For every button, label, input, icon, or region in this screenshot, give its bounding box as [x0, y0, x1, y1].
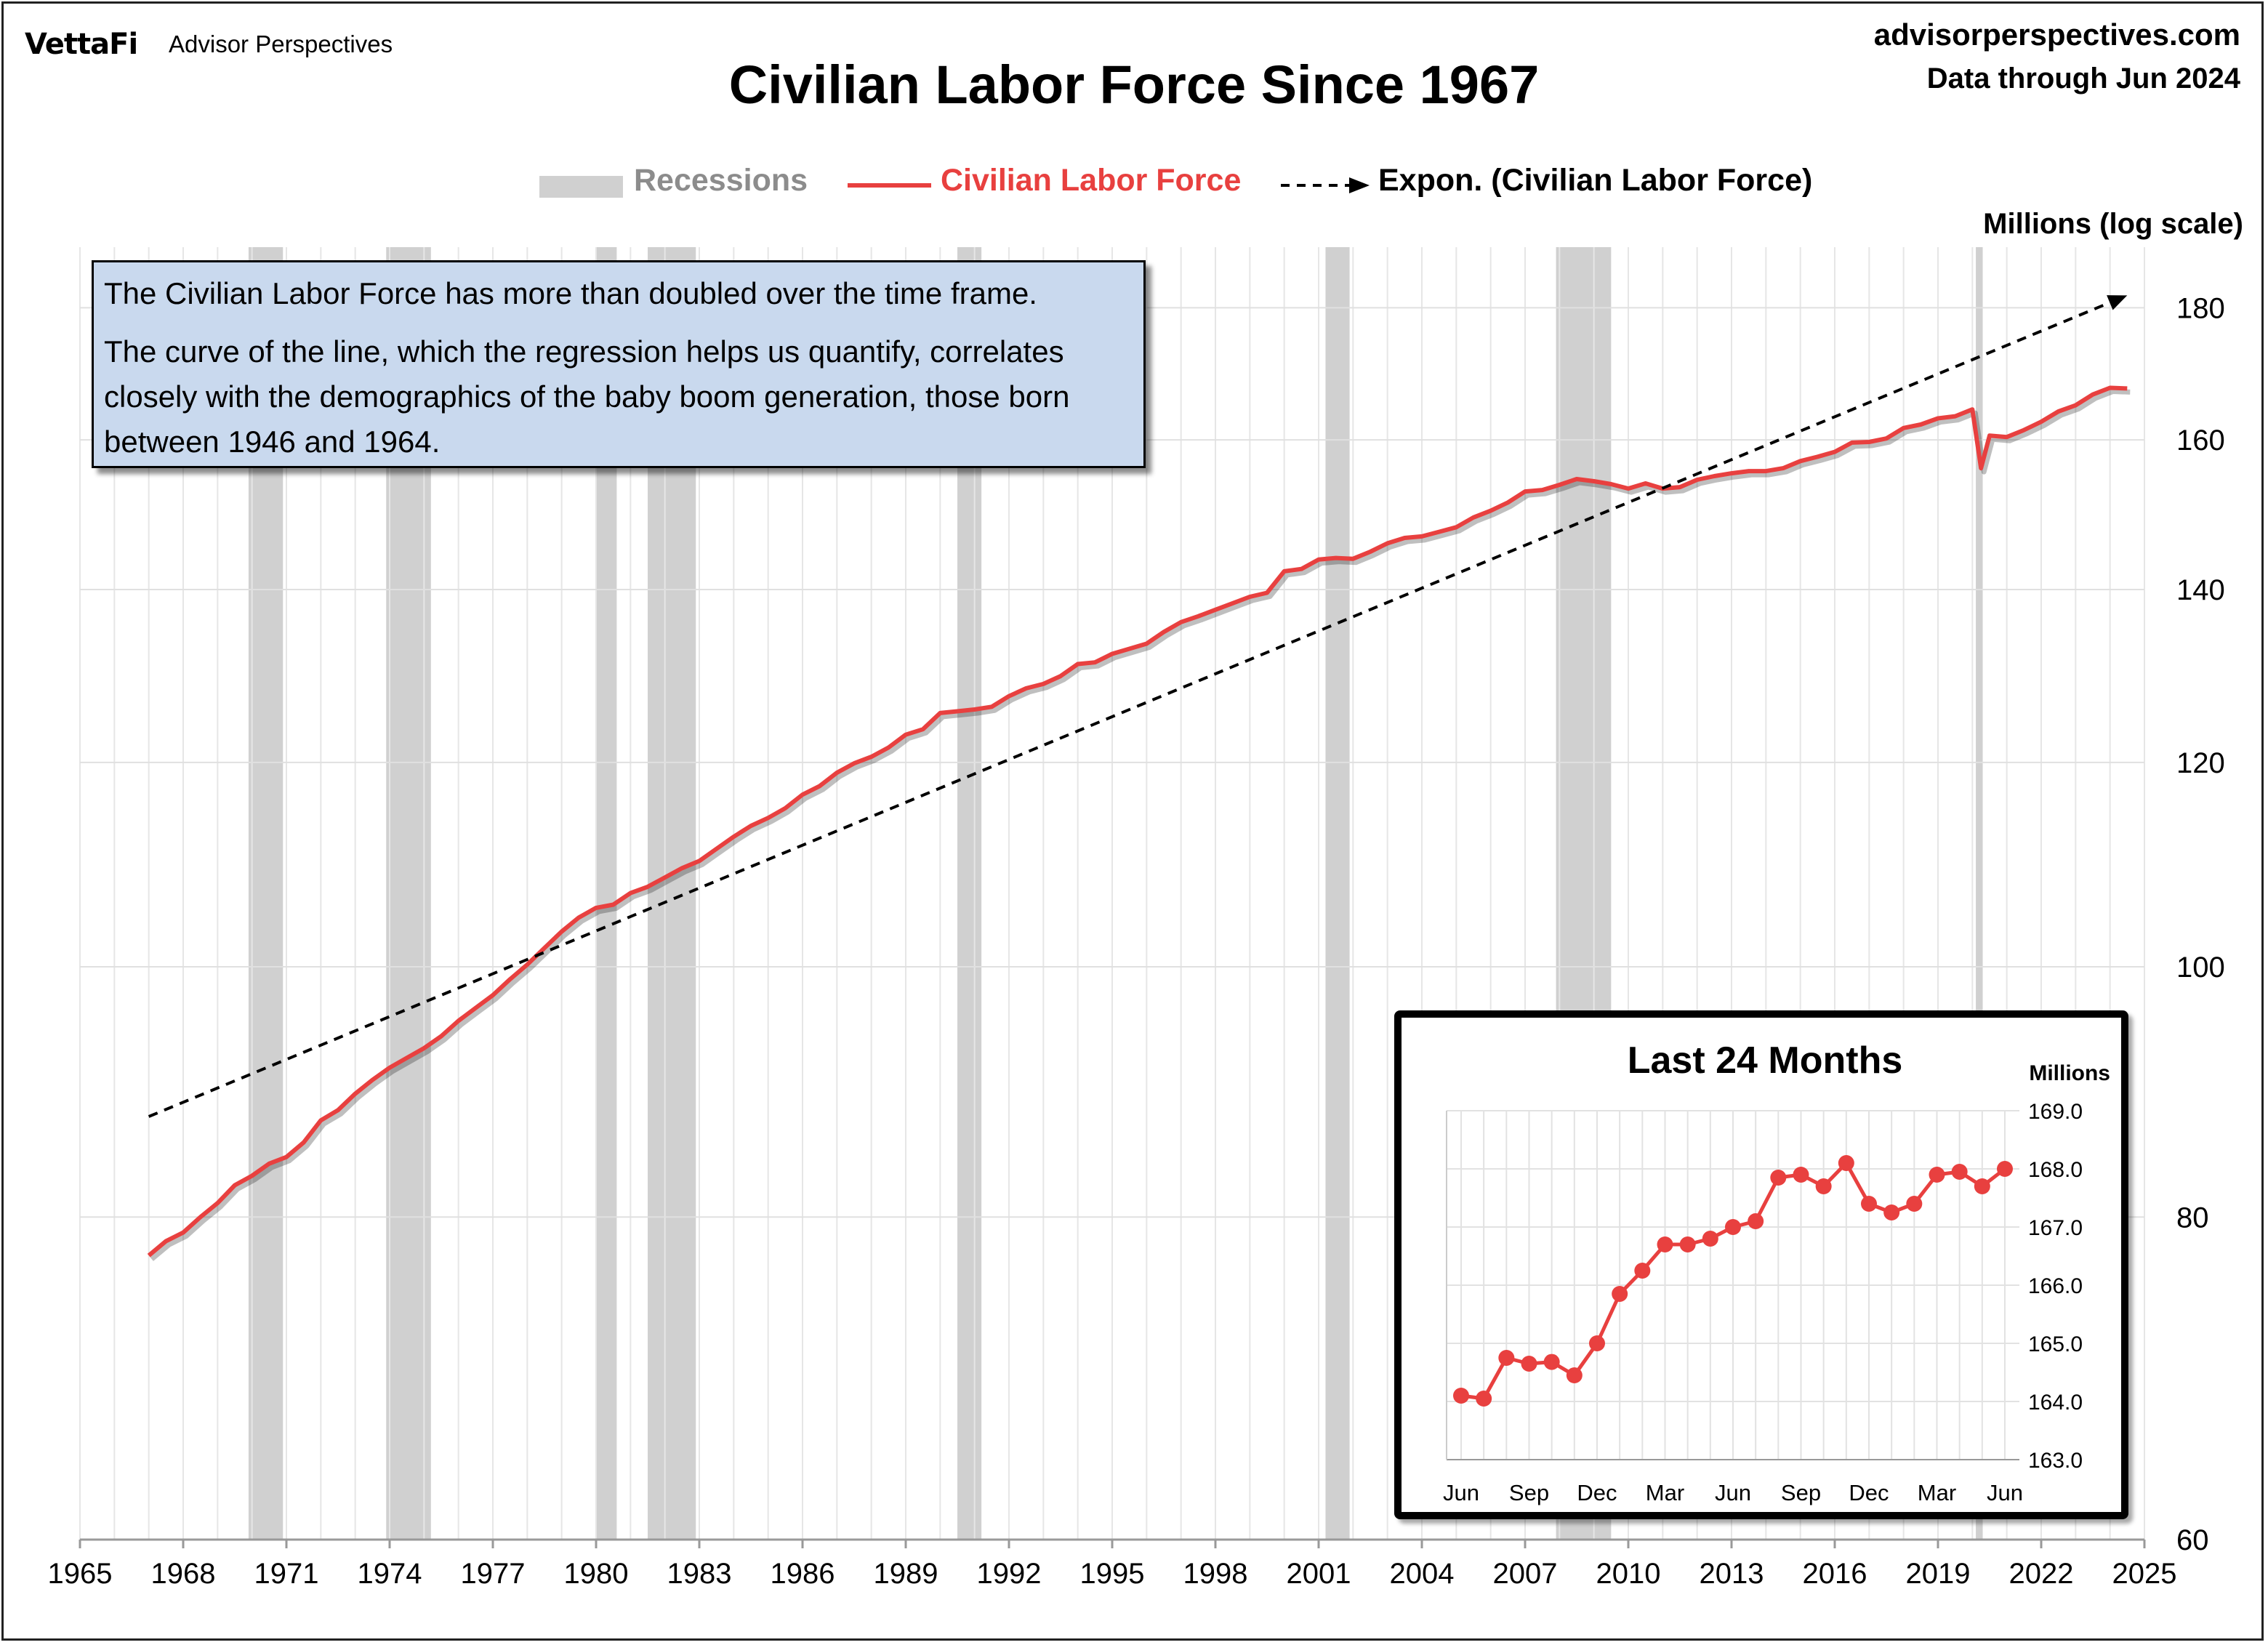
- brand-subtitle: Advisor Perspectives: [169, 31, 393, 57]
- annotation-line-1: The Civilian Labor Force has more than d…: [104, 276, 1037, 310]
- inset-data-point: [1634, 1263, 1651, 1279]
- inset-data-point: [1974, 1178, 1990, 1194]
- y-axis-title: Millions (log scale): [1983, 208, 2243, 240]
- x-tick-label: 2013: [1700, 1558, 1764, 1590]
- inset-y-tick-label: 166.0: [2028, 1274, 2083, 1298]
- inset-data-point: [1725, 1219, 1741, 1235]
- inset-data-point: [1861, 1196, 1877, 1212]
- legend-recessions-swatch: [539, 176, 623, 198]
- inset-data-point: [1815, 1178, 1832, 1194]
- inset-x-tick-label: Dec: [1849, 1480, 1889, 1505]
- inset-data-point: [1702, 1231, 1718, 1247]
- y-tick-label: 60: [2176, 1524, 2209, 1556]
- x-tick-label: 2007: [1493, 1558, 1558, 1590]
- inset-y-axis-title: Millions: [2029, 1061, 2110, 1085]
- x-tick-label: 1980: [564, 1558, 629, 1590]
- x-tick-label: 1965: [48, 1558, 113, 1590]
- x-tick-label: 2016: [1803, 1558, 1867, 1590]
- labor-force-line: [147, 385, 2128, 1258]
- x-tick-label: 1977: [461, 1558, 526, 1590]
- inset-y-tick-label: 169.0: [2028, 1100, 2083, 1124]
- x-tick-label: 2019: [1906, 1558, 1971, 1590]
- inset-y-tick-label: 164.0: [2028, 1391, 2083, 1415]
- inset-y-tick-label: 163.0: [2028, 1449, 2083, 1473]
- legend-expon-swatch: [1281, 177, 1370, 193]
- inset-chart-panel: Last 24 Months Millions 169.0 168.0 167.0 166…: [1394, 1010, 2128, 1519]
- chart-title: Civilian Labor Force Since 1967: [728, 55, 1540, 115]
- legend-labor-force-label: Civilian Labor Force: [941, 163, 1242, 198]
- recession-band: [1976, 247, 1983, 1540]
- inset-x-tick-label: Mar: [1646, 1480, 1684, 1505]
- y-tick-label: 160: [2176, 425, 2225, 457]
- annotation-line-2: The curve of the line, which the regress…: [104, 334, 1070, 459]
- x-tick-label: 2025: [2112, 1558, 2177, 1590]
- inset-chart: Last 24 Months Millions 169.0 168.0 167.0 166…: [1443, 1039, 2110, 1505]
- inset-title: Last 24 Months: [1628, 1039, 1903, 1082]
- brand-logo: VettaFi: [25, 28, 138, 61]
- inset-data-point: [1566, 1367, 1583, 1383]
- x-tick-label: 2001: [1287, 1558, 1351, 1590]
- x-tick-label: 1998: [1183, 1558, 1248, 1590]
- y-tick-label: 80: [2176, 1202, 2209, 1234]
- x-tick-label: 1968: [151, 1558, 216, 1590]
- inset-data-point: [1929, 1167, 1945, 1183]
- x-tick-label: 1986: [771, 1558, 835, 1590]
- inset-x-tick-label: Sep: [1781, 1480, 1821, 1505]
- inset-data-point: [1521, 1356, 1537, 1372]
- x-tick-label: 1992: [977, 1558, 1042, 1590]
- y-tick-label: 100: [2176, 952, 2225, 984]
- x-tick-label: 2004: [1390, 1558, 1455, 1590]
- inset-y-tick-label: 165.0: [2028, 1332, 2083, 1356]
- data-through-label: Data through Jun 2024: [1926, 63, 2240, 94]
- inset-data-point: [1793, 1167, 1809, 1183]
- inset-data-point: [1657, 1236, 1673, 1252]
- trend-line: [148, 299, 2113, 1118]
- y-tick-label: 120: [2176, 747, 2225, 779]
- x-tick-label: 1989: [874, 1558, 938, 1590]
- legend-recessions-label: Recessions: [634, 163, 808, 198]
- recession-band: [1325, 247, 1350, 1540]
- inset-x-tick-label: Dec: [1577, 1480, 1617, 1505]
- x-tick-label: 2010: [1596, 1558, 1661, 1590]
- inset-data-point: [1679, 1236, 1696, 1252]
- inset-x-tick-label: Jun: [1443, 1480, 1479, 1505]
- inset-data-point: [1997, 1161, 2013, 1177]
- inset-x-tick-label: Jun: [1987, 1480, 2023, 1505]
- inset-y-tick-label: 167.0: [2028, 1216, 2083, 1240]
- annotation-box: The Civilian Labor Force has more than d…: [92, 260, 1146, 468]
- inset-data-point: [1453, 1388, 1469, 1404]
- legend-expon-label: Expon. (Civilian Labor Force): [1378, 163, 1813, 198]
- x-tick-label: 1995: [1080, 1558, 1145, 1590]
- inset-y-tick-label: 168.0: [2028, 1158, 2083, 1182]
- inset-data-point: [1612, 1286, 1628, 1302]
- inset-data-point: [1543, 1354, 1560, 1370]
- x-tick-label: 1983: [667, 1558, 732, 1590]
- inset-x-tick-label: Sep: [1509, 1480, 1549, 1505]
- inset-data-point: [1906, 1196, 1923, 1212]
- inset-data-point: [1589, 1335, 1605, 1351]
- inset-data-point: [1770, 1170, 1787, 1186]
- x-tick-label: 2022: [2009, 1558, 2074, 1590]
- inset-data-point: [1883, 1204, 1900, 1220]
- legend-labor-force-swatch: [848, 183, 931, 188]
- inset-data-point: [1951, 1164, 1968, 1180]
- trend-arrowhead: [2107, 295, 2128, 310]
- x-tick-label: 1971: [254, 1558, 319, 1590]
- labor-force-line-shadow: [150, 389, 2131, 1261]
- inset-data-point: [1498, 1350, 1515, 1366]
- x-tick-label: 1974: [358, 1558, 422, 1590]
- inset-data-point: [1838, 1155, 1854, 1171]
- inset-x-tick-label: Mar: [1918, 1480, 1956, 1505]
- y-tick-label: 140: [2176, 574, 2225, 606]
- inset-data-point: [1476, 1391, 1492, 1407]
- y-tick-label: 180: [2176, 292, 2225, 324]
- site-url: advisorperspectives.com: [1873, 17, 2240, 52]
- inset-data-point: [1748, 1213, 1764, 1229]
- inset-x-tick-label: Jun: [1715, 1480, 1751, 1505]
